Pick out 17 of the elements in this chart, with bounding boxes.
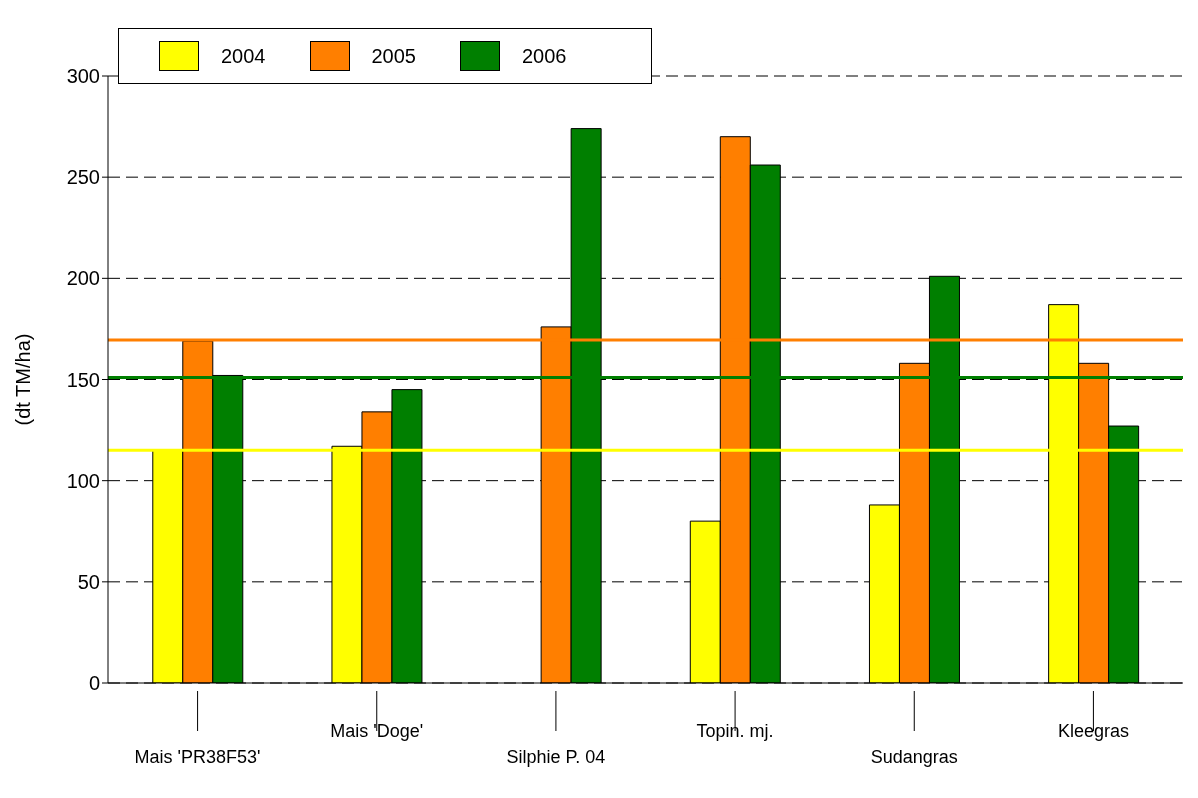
y-tick-label: 200 xyxy=(66,267,100,290)
legend-label: 2005 xyxy=(371,44,416,68)
x-tick-label: Silphie P. 04 xyxy=(506,747,606,767)
y-tick-label: 300 xyxy=(66,65,100,88)
x-tick-label: Topin. mj. xyxy=(696,721,774,741)
legend-label: 2006 xyxy=(522,44,567,68)
y-tick-label: 150 xyxy=(66,368,100,391)
x-tick-label: Sudangras xyxy=(870,747,958,767)
legend-label: 2004 xyxy=(221,44,266,68)
y-tick-label: 0 xyxy=(88,672,100,695)
y-tick-label: 250 xyxy=(66,166,100,189)
x-tick-label: Mais 'Doge' xyxy=(330,721,424,741)
x-tick-label: Kleegras xyxy=(1057,721,1129,741)
y-tick-label: 100 xyxy=(66,469,100,492)
x-tick-label: Mais 'PR38F53' xyxy=(134,747,261,767)
y-axis-title: (dt TM/ha) xyxy=(12,333,35,426)
y-tick-label: 50 xyxy=(77,570,100,593)
